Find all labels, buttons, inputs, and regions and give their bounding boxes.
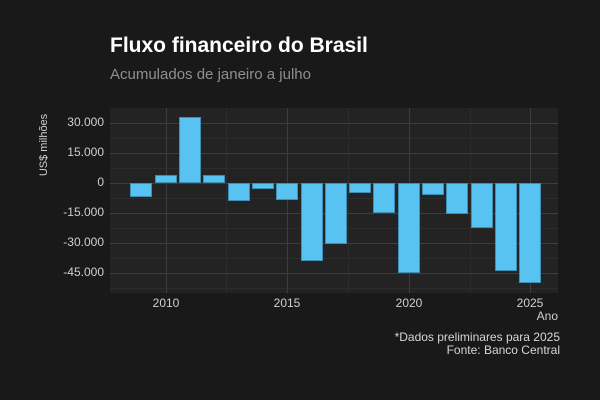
- x-tick-2015: 2015: [273, 296, 301, 310]
- gridline-minor-horizontal: [110, 138, 558, 139]
- bar-2018: [349, 183, 371, 193]
- bar-2019: [373, 183, 395, 213]
- bar-2009: [130, 183, 152, 197]
- bar-2022: [446, 183, 468, 214]
- bar-2010: [155, 175, 177, 183]
- y-tick-15.000: 15.000: [67, 145, 104, 159]
- bar-2020: [398, 183, 420, 273]
- bar-2012: [203, 175, 225, 183]
- y-tick-0: 0: [97, 175, 104, 189]
- y-tick--30.000: -30.000: [63, 235, 104, 249]
- y-tick--15.000: -15.000: [63, 205, 104, 219]
- bar-2014: [252, 183, 274, 189]
- gridline-minor-vertical: [348, 108, 349, 293]
- bar-2024: [495, 183, 517, 271]
- x-tick-2010: 2010: [152, 296, 180, 310]
- x-axis-title: Ano: [536, 309, 558, 323]
- bar-2015: [276, 183, 298, 200]
- bar-2025: [519, 183, 541, 283]
- gridline-major-horizontal: [110, 273, 558, 274]
- caption-line-preliminary-note: *Dados preliminares para 2025: [394, 330, 560, 344]
- y-tick-30.000: 30.000: [67, 115, 104, 129]
- gridline-minor-vertical: [226, 108, 227, 293]
- gridline-minor-horizontal: [110, 258, 558, 259]
- plot-panel: [110, 108, 558, 293]
- gridline-major-horizontal: [110, 153, 558, 154]
- gridline-major-vertical: [166, 108, 167, 293]
- gridline-minor-horizontal: [110, 168, 558, 169]
- gridline-minor-horizontal: [110, 288, 558, 289]
- bar-2013: [228, 183, 250, 201]
- bar-2017: [325, 183, 347, 244]
- bar-2011: [179, 117, 201, 183]
- chart-title: Fluxo financeiro do Brasil: [110, 34, 368, 57]
- gridline-major-vertical: [287, 108, 288, 293]
- x-tick-2020: 2020: [395, 296, 423, 310]
- bar-2021: [422, 183, 444, 195]
- chart-caption: *Dados preliminares para 2025 Fonte: Ban…: [395, 331, 560, 357]
- gridline-major-horizontal: [110, 123, 558, 124]
- bar-2023: [471, 183, 493, 228]
- x-tick-2025: 2025: [516, 296, 544, 310]
- bar-2016: [301, 183, 323, 261]
- y-tick--45.000: -45.000: [63, 265, 104, 279]
- chart-subtitle: Acumulados de janeiro a julho: [110, 66, 311, 83]
- gridline-minor-vertical: [470, 108, 471, 293]
- caption-line-source: Fonte: Banco Central: [446, 342, 560, 357]
